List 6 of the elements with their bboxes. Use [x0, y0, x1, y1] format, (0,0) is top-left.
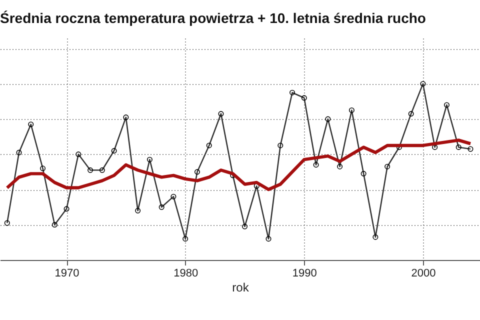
x-tick-label: 1980: [174, 268, 198, 280]
chart-title: Średnia roczna temperatura powietrza + 10. letnia średnia rucho: [0, 10, 426, 26]
x-tick-label: 2000: [411, 268, 436, 280]
x-tick-label: 1990: [292, 268, 317, 280]
x-axis-title: rok: [232, 280, 250, 294]
x-tick-label: 1970: [54, 268, 80, 280]
